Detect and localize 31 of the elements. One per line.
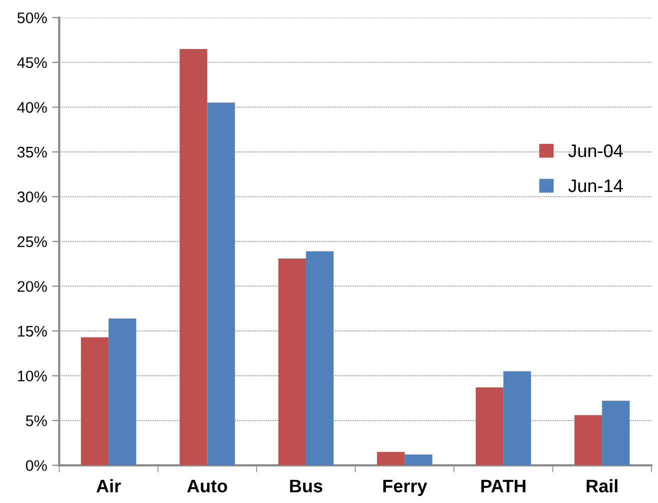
bar: [207, 102, 235, 466]
bar: [80, 337, 109, 466]
y-tick-label: 25%: [18, 236, 47, 248]
y-tick-label: 45%: [17, 57, 47, 68]
x-tick-label: Ferry: [383, 480, 428, 496]
legend-label: Jun-14: [568, 180, 623, 192]
bar: [574, 415, 602, 466]
bar: [108, 318, 136, 466]
x-tick-label: Auto: [187, 480, 228, 492]
y-tick-label: 50%: [17, 12, 47, 24]
bar: [306, 251, 334, 466]
y-tick-label: 35%: [17, 146, 47, 158]
y-tick-label: 20%: [18, 281, 47, 292]
x-tick-label: Bus: [290, 480, 322, 492]
bar: [180, 48, 208, 466]
y-tick-label: 40%: [17, 102, 47, 113]
x-tick-label: Rail: [586, 479, 618, 492]
y-tick-label: 5%: [26, 415, 47, 426]
x-tick-label: PATH: [481, 480, 526, 492]
bar: [377, 452, 405, 466]
y-tick-label: 15%: [18, 326, 47, 337]
x-tick-label: Air: [96, 479, 121, 492]
bar: [476, 387, 504, 466]
bar: [278, 258, 306, 466]
y-tick-label: 10%: [18, 370, 47, 382]
y-tick-label: 30%: [17, 192, 47, 202]
bar: [503, 371, 532, 466]
bar: [602, 400, 630, 466]
y-tick-label: 0%: [26, 460, 47, 471]
bar: [404, 454, 432, 466]
legend-label: Jun-04: [568, 144, 623, 158]
